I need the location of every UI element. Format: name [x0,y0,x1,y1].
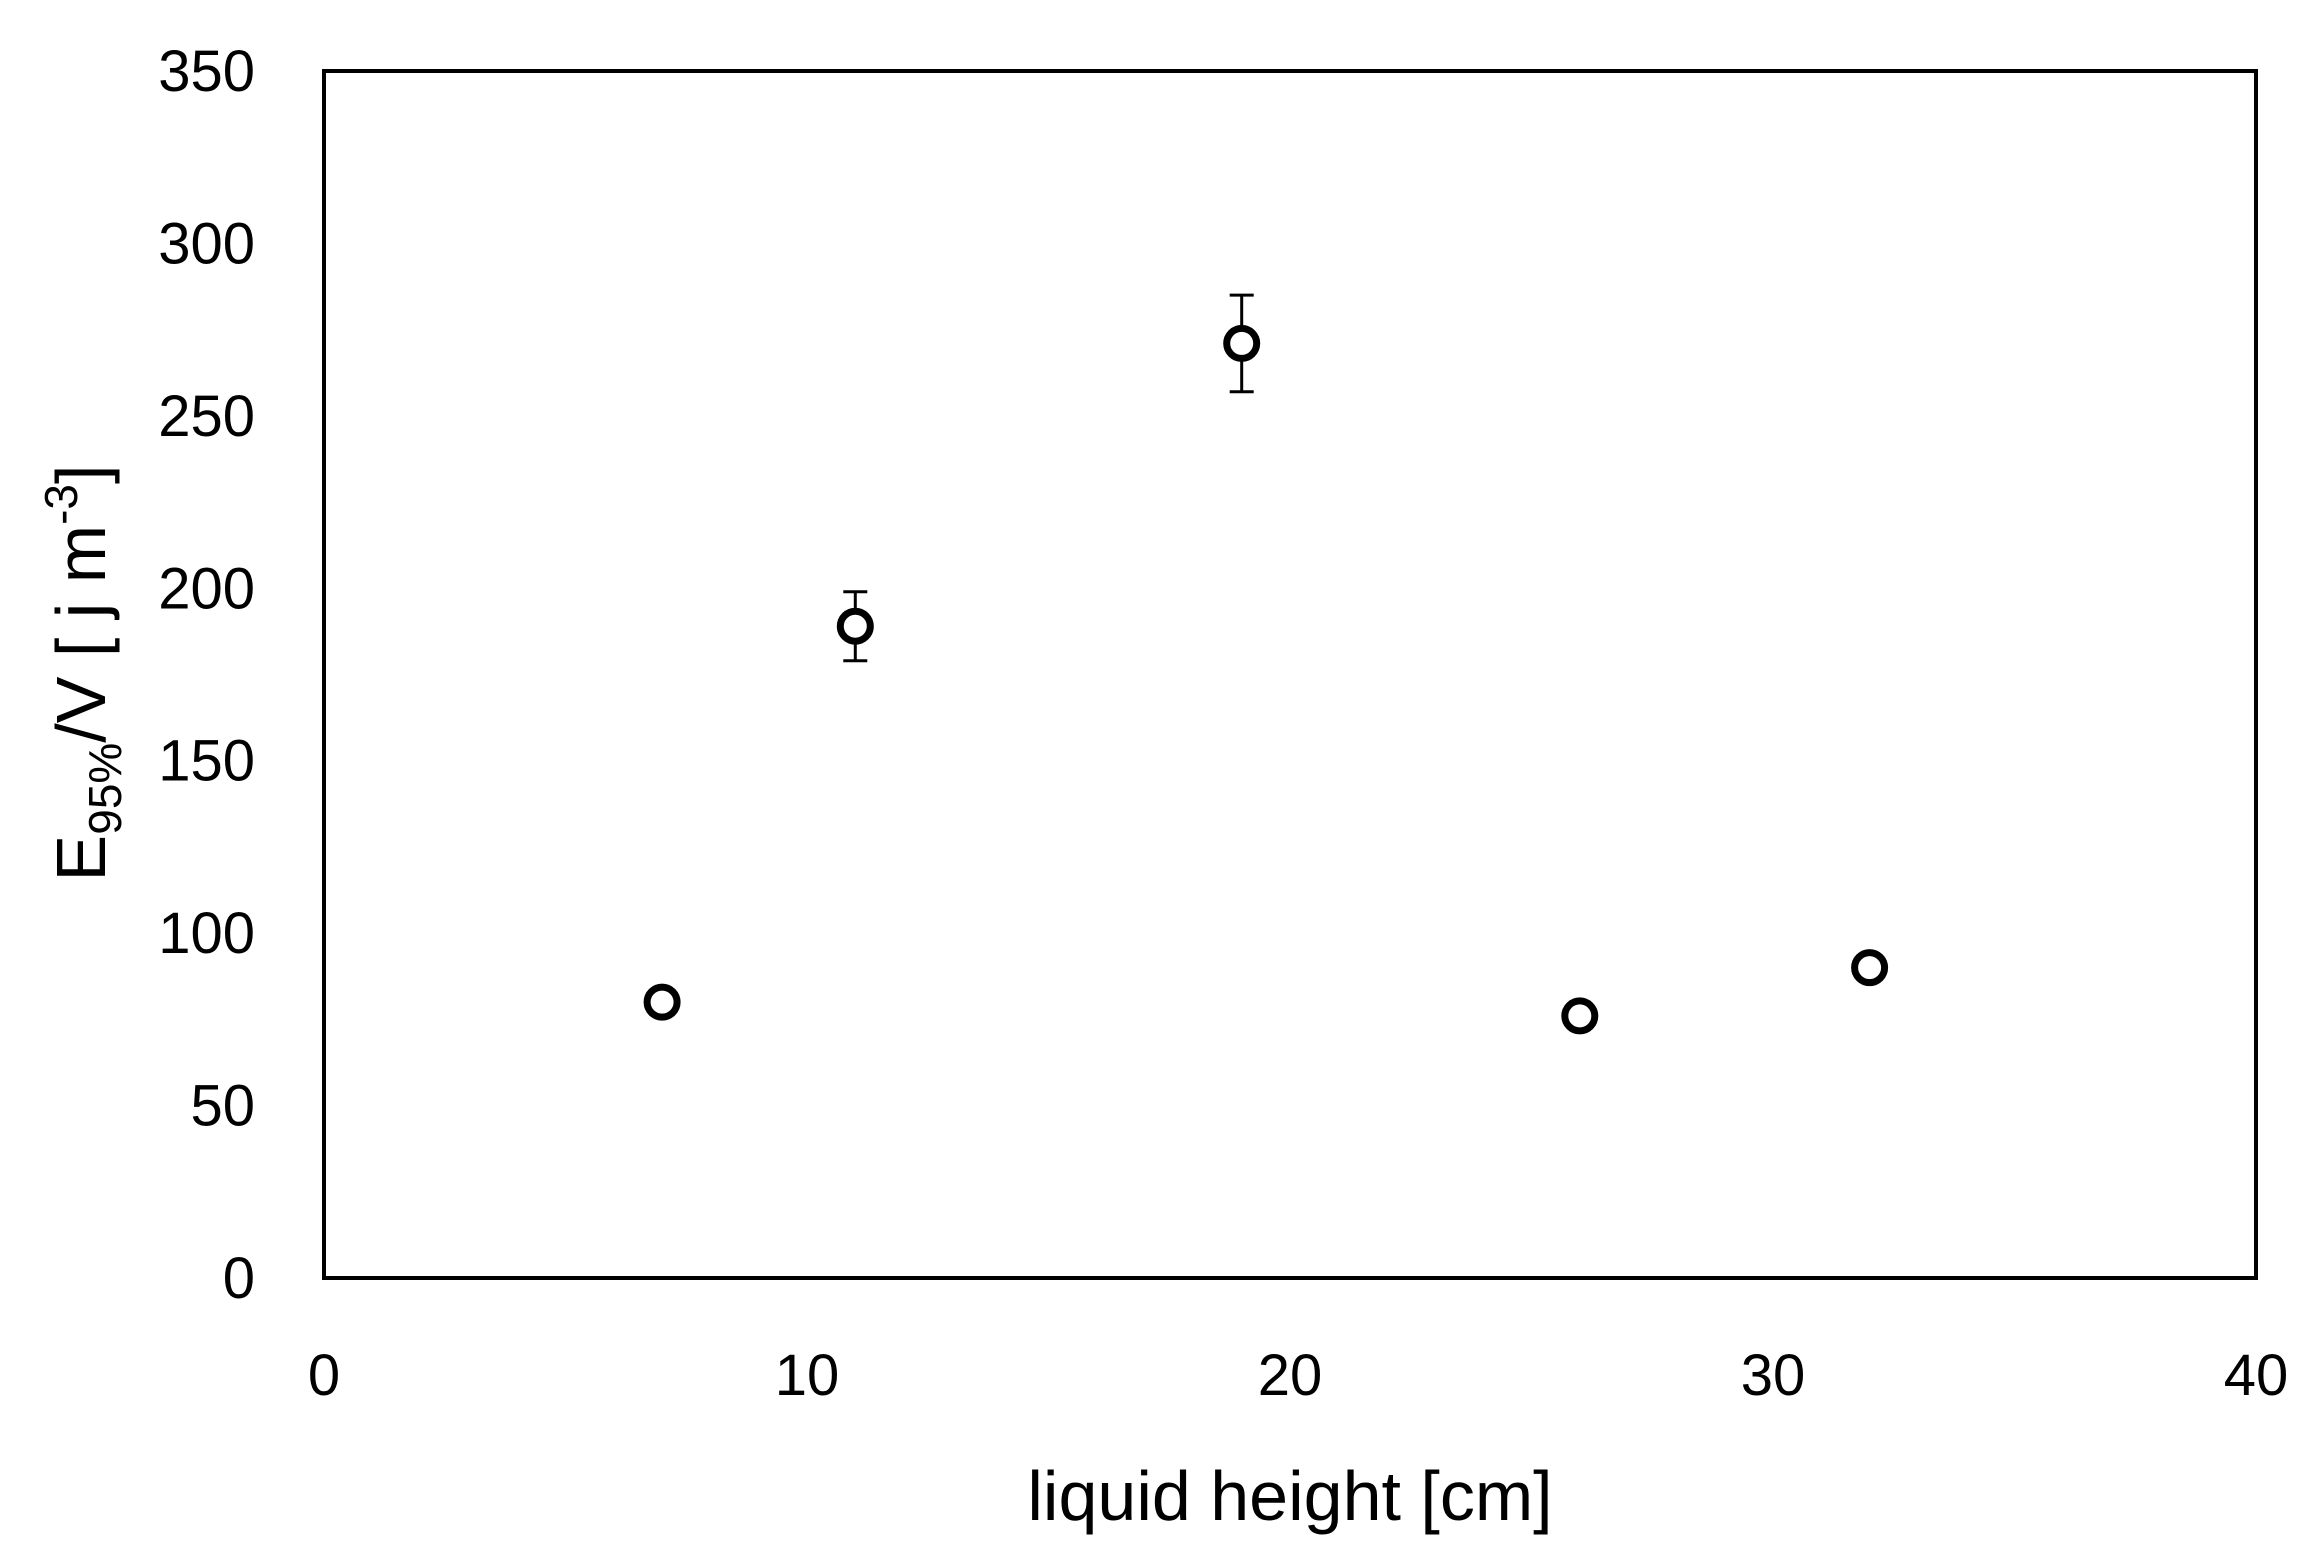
y-tick-label: 0 [223,1246,255,1311]
plot-area-frame [322,69,2258,1280]
x-tick-label: 10 [775,1343,840,1408]
y-tick-label: 350 [158,39,255,104]
y-tick-label: 200 [158,556,255,621]
data-point [1851,949,1889,987]
x-axis-title: liquid height [cm] [1027,1457,1552,1535]
data-point [836,607,874,645]
y-tick-label: 300 [158,211,255,276]
x-axis-tick-labels: 0 10 20 30 40 [308,1343,2288,1408]
data-point [1223,324,1261,362]
data-point [643,983,681,1021]
y-axis-title-base: E [42,835,120,882]
y-axis-title-end: ] [42,465,120,484]
y-tick-label: 50 [190,1074,255,1139]
y-axis-title-middle: /V [ j m [42,525,120,743]
y-tick-label: 100 [158,901,255,966]
y-axis-title-subscript: 95% [79,743,131,835]
x-tick-label: 40 [2224,1343,2289,1408]
y-tick-label: 250 [158,384,255,449]
data-points [643,324,1889,1035]
x-tick-label: 0 [308,1343,340,1408]
y-axis-title-superscript: -3 [35,484,87,525]
x-tick-label: 20 [1258,1343,1323,1408]
x-tick-label: 30 [1741,1343,1806,1408]
y-tick-label: 150 [158,729,255,794]
data-point [1561,997,1599,1035]
y-axis-title: E95%/V [ j m-3] [35,465,131,882]
error-bars [650,293,1882,1025]
y-axis-tick-labels: 0 50 100 150 200 250 300 350 [158,39,255,1311]
